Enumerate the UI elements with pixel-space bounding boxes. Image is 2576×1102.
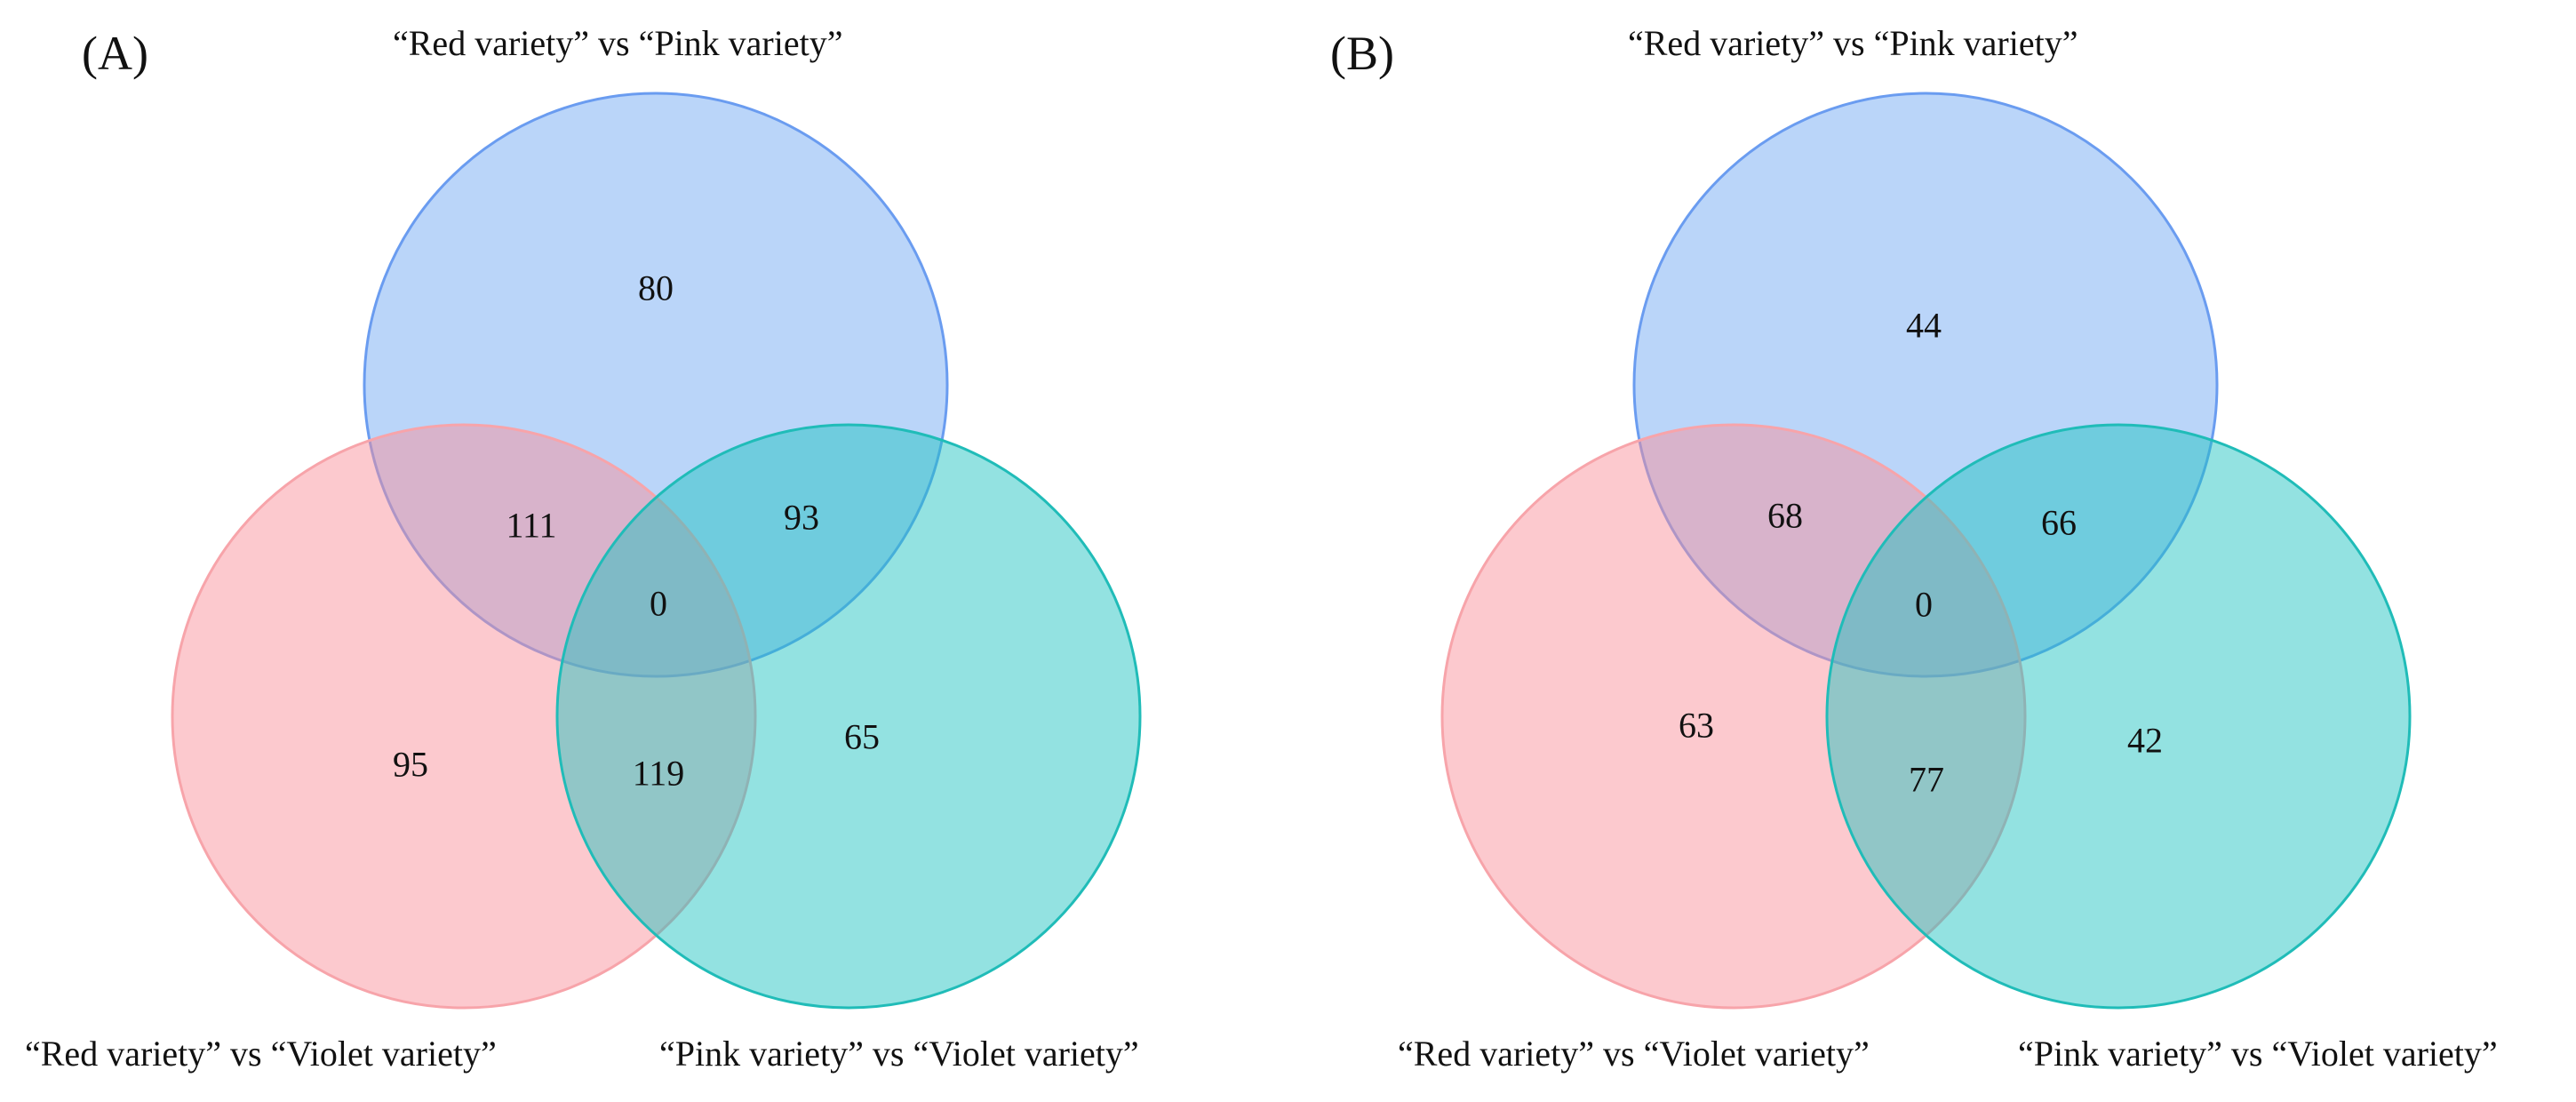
- set-label-right-b: “Pink variety” vs “Violet variety”: [2018, 1034, 2498, 1074]
- set-label-top-a: “Red variety” vs “Pink variety”: [393, 23, 842, 63]
- count-left-right-b: 77: [1909, 760, 1944, 800]
- count-top-left-a: 111: [506, 506, 556, 546]
- venn-circle-top-b: [1632, 92, 2219, 678]
- count-right-only-a: 65: [844, 717, 880, 757]
- venn-circle-right-a: [555, 423, 1142, 1010]
- count-all-three-a: 0: [650, 584, 667, 624]
- set-label-left-b: “Red variety” vs “Violet variety”: [1398, 1034, 1870, 1074]
- venn-circle-right-b: [1825, 423, 2412, 1010]
- count-top-right-b: 66: [2041, 503, 2077, 543]
- count-left-only-a: 95: [393, 745, 428, 785]
- count-top-only-a: 80: [638, 268, 674, 308]
- panel-label-b: (B): [1330, 27, 1394, 80]
- venn-circle-top-a: [363, 92, 949, 678]
- panel-label-a: (A): [82, 27, 148, 80]
- venn-panel-b: (B) “Red variety” vs “Pink variety” 44 6…: [1330, 23, 2498, 1074]
- count-right-only-b: 42: [2127, 721, 2163, 761]
- count-top-only-b: 44: [1906, 306, 1942, 346]
- count-left-right-a: 119: [633, 754, 685, 794]
- count-all-three-b: 0: [1915, 585, 1933, 625]
- venn-circle-left-a: [171, 423, 757, 1010]
- set-label-top-b: “Red variety” vs “Pink variety”: [1628, 23, 2078, 63]
- venn-panel-a: (A) “Red variety” vs “Pink variety” 80 1…: [25, 23, 1142, 1074]
- count-left-only-b: 63: [1679, 706, 1714, 746]
- count-top-left-b: 68: [1767, 496, 1803, 536]
- set-label-right-a: “Pink variety” vs “Violet variety”: [659, 1034, 1139, 1074]
- count-top-right-a: 93: [784, 498, 819, 538]
- venn-circle-left-b: [1440, 423, 2027, 1010]
- set-label-left-a: “Red variety” vs “Violet variety”: [25, 1034, 497, 1074]
